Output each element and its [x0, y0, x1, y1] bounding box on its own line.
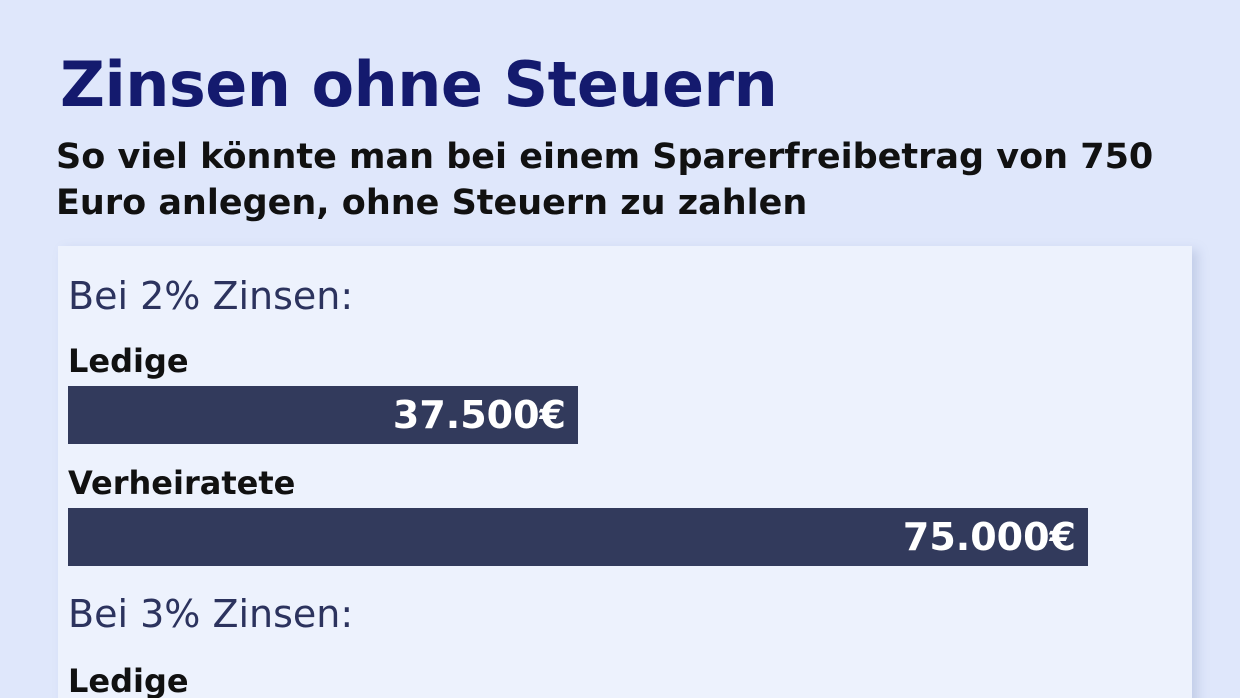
row-label-verheiratete-2: Verheiratete — [68, 464, 296, 502]
group-heading-3-percent: Bei 3% Zinsen: — [68, 592, 354, 636]
chart-panel: Bei 2% Zinsen: Ledige 37.500€ Verheirate… — [58, 246, 1192, 698]
group-heading-2-percent: Bei 2% Zinsen: — [68, 274, 354, 318]
bar-value-verheiratete-2: 75.000€ — [902, 515, 1076, 559]
chart-title: Zinsen ohne Steuern — [60, 48, 778, 121]
row-label-ledige-3: Ledige — [68, 662, 189, 698]
bar-ledige-2: 37.500€ — [68, 386, 578, 444]
bar-verheiratete-2: 75.000€ — [68, 508, 1088, 566]
chart-subtitle: So viel könnte man bei einem Sparerfreib… — [56, 137, 1154, 223]
row-label-ledige-2: Ledige — [68, 342, 189, 380]
bar-value-ledige-2: 37.500€ — [392, 393, 566, 437]
